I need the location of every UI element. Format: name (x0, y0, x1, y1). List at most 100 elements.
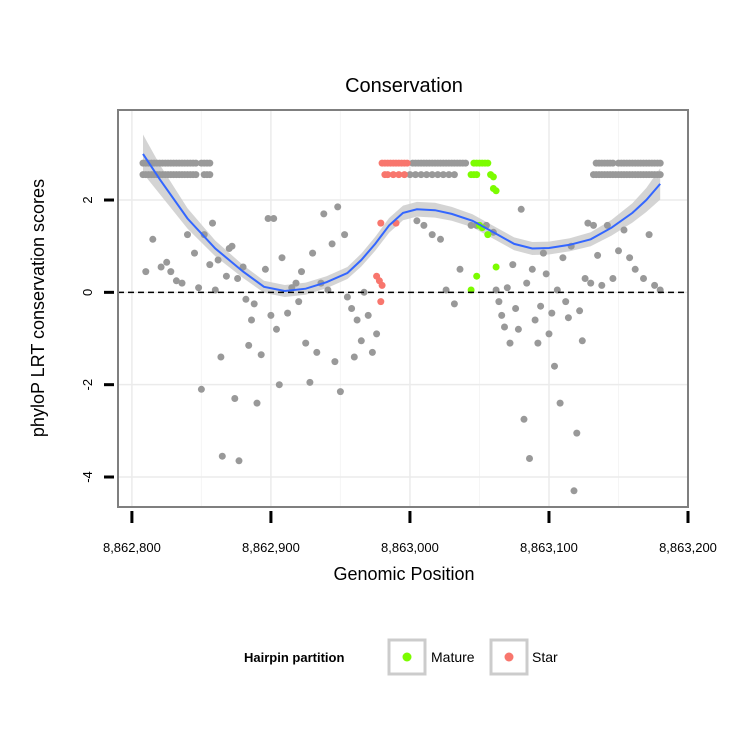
data-point-other (200, 231, 208, 239)
data-point-other (537, 302, 545, 310)
data-point-other (217, 353, 225, 361)
data-point-other (412, 171, 419, 179)
data-point-other (573, 429, 581, 437)
data-point-other (603, 221, 611, 229)
data-point-other (239, 263, 247, 271)
data-point-other (270, 215, 278, 222)
data-point-other (523, 279, 531, 287)
data-point-star (395, 171, 403, 179)
data-point-mature (492, 187, 500, 195)
data-point-star (403, 159, 411, 167)
data-point-other (439, 171, 447, 179)
data-point-other (368, 348, 376, 356)
data-point-star (377, 219, 385, 227)
data-point-other (248, 316, 255, 324)
data-point-mature (484, 231, 492, 239)
data-point-other (503, 284, 511, 292)
data-point-other (245, 341, 253, 349)
data-point-other (360, 288, 368, 296)
data-point-other (278, 254, 286, 262)
data-point-other (420, 221, 428, 229)
data-point-other (192, 171, 200, 179)
data-point-other (313, 348, 321, 356)
data-point-other (242, 295, 250, 303)
data-point-other (492, 286, 500, 294)
data-point-other (456, 265, 464, 273)
legend-swatch-mature (402, 652, 412, 662)
data-point-other (631, 265, 639, 273)
data-point-other (267, 311, 275, 319)
data-point-other (587, 279, 595, 287)
data-point-other (157, 263, 165, 271)
plot-area: -4 -2 0 2 8,862,800 8,862,900 8,863,000 8,863,1… (80, 109, 717, 555)
data-point-other (206, 261, 214, 269)
data-point-other (328, 240, 336, 248)
data-point-other (234, 275, 242, 282)
legend-title: Hairpin partition (244, 650, 344, 665)
data-point-other (584, 219, 592, 227)
data-point-other (184, 231, 191, 239)
data-point-other (450, 171, 458, 179)
data-point-other (253, 399, 261, 407)
data-point-other (209, 219, 216, 227)
data-point-star (377, 298, 385, 306)
plot-background (118, 110, 688, 507)
data-point-other (353, 316, 361, 324)
data-point-other (467, 221, 475, 229)
data-point-other (172, 277, 180, 285)
data-point-other (501, 323, 508, 331)
data-point-other (640, 275, 647, 282)
data-point-other (406, 171, 414, 179)
data-point-other (578, 337, 586, 345)
data-point-other (428, 171, 436, 179)
data-point-other (526, 455, 533, 462)
data-point-other (531, 316, 539, 324)
data-point-other (331, 358, 339, 366)
data-point-other (264, 215, 272, 222)
data-point-other (442, 286, 450, 294)
data-point-mature (473, 171, 481, 179)
data-point-other (334, 203, 342, 211)
data-point-other (343, 293, 351, 301)
data-point-other (417, 171, 425, 179)
data-point-other (551, 362, 558, 370)
y-axis-label: phyloP LRT conservation scores (28, 179, 48, 437)
data-point-other (423, 171, 431, 179)
data-point-other (514, 325, 522, 333)
x-tick-label: 8,863,200 (659, 540, 717, 555)
plot-border (117, 109, 689, 508)
data-point-other (167, 268, 175, 276)
x-tick-label: 8,862,800 (103, 540, 161, 555)
data-point-other (576, 307, 584, 315)
y-tick-label: 2 (80, 196, 95, 203)
data-point-other (348, 305, 356, 312)
data-point-mature (489, 173, 497, 181)
data-point-other (509, 261, 517, 269)
data-point-other (581, 275, 589, 282)
y-tick-label: -4 (80, 471, 95, 483)
data-point-other (609, 275, 617, 282)
data-point-other (598, 281, 606, 289)
data-point-other (590, 221, 597, 229)
data-point-other (302, 339, 310, 347)
y-tick-label: 0 (80, 289, 95, 296)
y-tick-label: -2 (80, 379, 95, 391)
legend-label-star: Star (532, 649, 558, 665)
data-point-other (178, 279, 186, 287)
data-point-other (445, 171, 453, 179)
data-point-other (413, 217, 421, 225)
data-point-other (257, 351, 265, 359)
x-tick-label: 8,863,100 (520, 540, 578, 555)
chart-title: Conservation (345, 75, 463, 97)
legend-label-mature: Mature (431, 649, 475, 665)
data-point-other (295, 298, 303, 306)
data-point-other (364, 311, 372, 319)
data-point-other (450, 300, 458, 308)
data-point-other (275, 381, 283, 389)
data-point-other (548, 309, 556, 317)
data-point-other (309, 249, 317, 257)
data-point-mature (473, 272, 481, 280)
data-point-other (564, 314, 572, 322)
data-point-other (528, 265, 536, 273)
